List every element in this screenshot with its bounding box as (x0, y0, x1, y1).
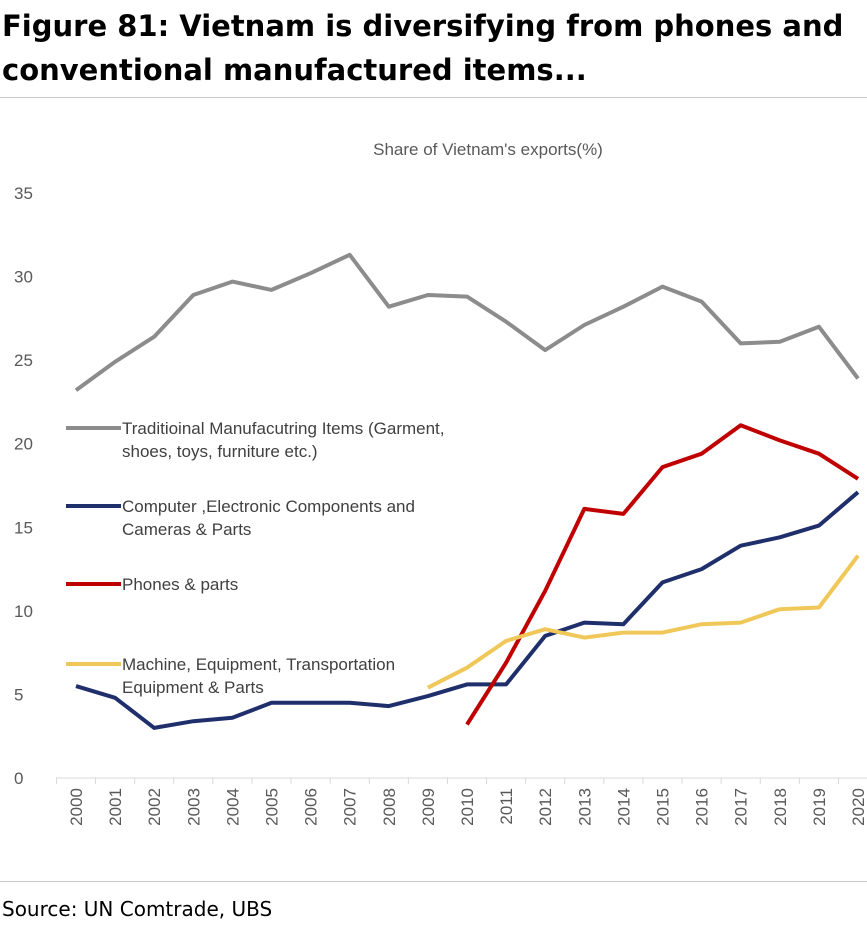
legend-label: Equipment & Parts (122, 678, 264, 697)
y-tick-label: 25 (14, 351, 33, 370)
series-line (465, 423, 860, 726)
series-line (75, 490, 860, 730)
x-tick-label: 2017 (732, 788, 751, 826)
x-tick-label: 2015 (654, 788, 673, 826)
x-axis-ticks: 2000 2001 2002 2003 2004 2005 2006 2007 2008 2009… (55, 778, 867, 826)
series-line (74, 252, 860, 392)
x-tick-label: 2009 (419, 788, 438, 826)
x-tick-label: 2002 (145, 788, 164, 826)
x-tick-label: 2006 (302, 788, 321, 826)
y-tick-label: 15 (14, 518, 33, 537)
figure-title: Figure 81: Vietnam is diversifying from … (2, 9, 844, 87)
x-tick-label: 2011 (497, 788, 516, 825)
legend-label: Phones & parts (122, 575, 238, 594)
legend-label: Cameras & Parts (122, 520, 251, 539)
y-tick-label: 30 (14, 268, 33, 287)
top-divider (0, 97, 867, 98)
source-note: Source: UN Comtrade, UBS (2, 897, 273, 921)
x-tick-label: 2012 (536, 788, 555, 826)
x-tick-label: 2005 (263, 788, 282, 826)
x-tick-label: 2003 (184, 788, 203, 826)
x-tick-label: 2007 (341, 788, 360, 826)
x-tick-label: 2013 (575, 788, 594, 826)
y-tick-label: 5 (14, 685, 23, 704)
y-tick-label: 20 (14, 435, 33, 454)
y-tick-label: 0 (14, 769, 23, 788)
legend-label: Traditioinal Manufacutring Items (Garmen… (122, 419, 445, 438)
y-axis-ticks: 0 5 10 15 20 25 30 35 (14, 184, 33, 788)
chart-title: Share of Vietnam's exports(%) (373, 140, 603, 159)
legend-label: Machine, Equipment, Transportation (122, 655, 395, 674)
legend-label: Computer ,Electronic Components and (122, 497, 415, 516)
x-tick-label: 2004 (223, 788, 242, 826)
x-tick-label: 2000 (67, 788, 86, 826)
line-chart: Share of Vietnam's exports(%) 0 5 10 15 20 25… (14, 140, 867, 826)
x-tick-label: 2018 (771, 788, 790, 826)
x-tick-label: 2020 (849, 788, 867, 826)
x-tick-label: 2010 (458, 788, 477, 826)
x-tick-label: 2008 (380, 788, 399, 826)
series-lines (74, 252, 860, 730)
series-line (426, 554, 860, 690)
y-tick-label: 10 (14, 602, 33, 621)
x-tick-label: 2001 (106, 788, 125, 826)
legend-label: shoes, toys, furniture etc.) (122, 442, 318, 461)
x-tick-label: 2019 (810, 788, 829, 826)
y-tick-label: 35 (14, 184, 33, 203)
legend: Traditioinal Manufacutring Items (Garmen… (66, 419, 445, 697)
x-tick-label: 2014 (614, 788, 633, 826)
bottom-divider (0, 881, 867, 882)
x-tick-label: 2016 (693, 788, 712, 826)
